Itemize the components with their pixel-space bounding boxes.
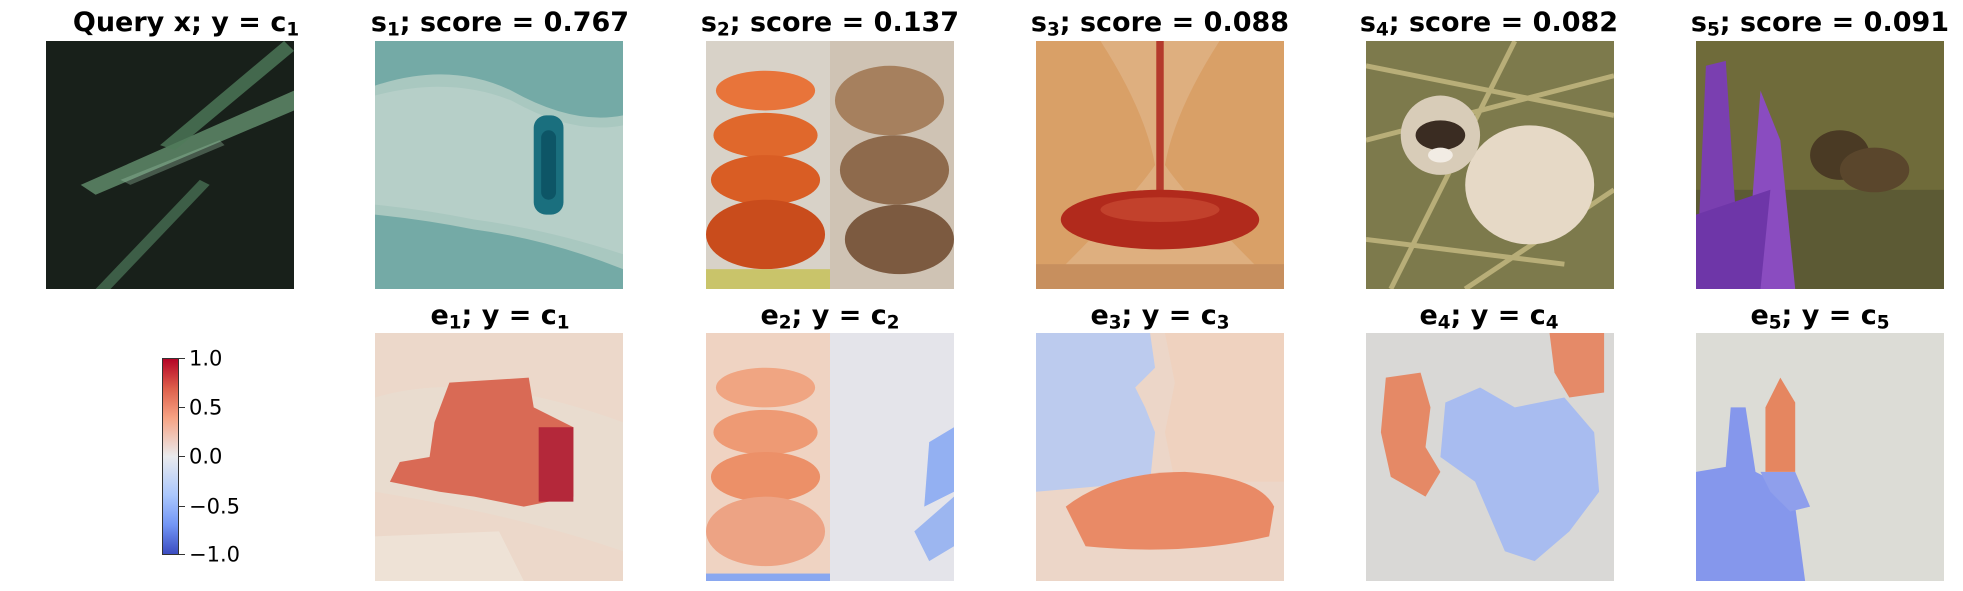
similar-1-title: s1; score = 0.767 xyxy=(370,7,630,41)
explanation-5-title: e5; y = c5 xyxy=(1750,300,1890,334)
colorbar-tick-label: −1.0 xyxy=(189,542,240,567)
colorbar-tick xyxy=(179,456,185,457)
similar-2-title: s2; score = 0.137 xyxy=(700,7,960,41)
similar-3-title: s3; score = 0.088 xyxy=(1030,7,1290,41)
similar-2-image xyxy=(706,41,954,289)
explanation-2-heatmap xyxy=(706,333,954,581)
colorbar-tick-label: −0.5 xyxy=(189,494,240,519)
explanation-3-heatmap xyxy=(1036,333,1284,581)
explanation-1-title: e1; y = c1 xyxy=(430,300,570,334)
colorbar-tick xyxy=(179,506,185,507)
similar-1-image xyxy=(375,41,623,289)
similar-5-title: s5; score = 0.091 xyxy=(1690,7,1950,41)
similar-4-title: s4; score = 0.082 xyxy=(1359,7,1619,41)
explanation-1-heatmap xyxy=(375,333,623,581)
colorbar-tick xyxy=(179,554,185,555)
colorbar-tick-label: 0.5 xyxy=(189,395,223,420)
colorbar-tick-label: 1.0 xyxy=(189,346,223,371)
similar-5-image xyxy=(1696,41,1944,289)
query-title: Query x; y = c1 xyxy=(72,7,300,41)
colorbar-tick xyxy=(179,358,185,359)
colorbar-tick xyxy=(179,407,185,408)
query-image xyxy=(46,41,294,289)
colorbar-tick-label: 0.0 xyxy=(189,444,223,469)
explanation-4-title: e4; y = c4 xyxy=(1419,300,1559,334)
explanation-2-title: e2; y = c2 xyxy=(760,300,900,334)
explanation-5-heatmap xyxy=(1696,333,1944,581)
colorbar xyxy=(162,358,179,555)
explanation-4-heatmap xyxy=(1366,333,1614,581)
similar-3-image xyxy=(1036,41,1284,289)
similar-4-image xyxy=(1366,41,1614,289)
explanation-3-title: e3; y = c3 xyxy=(1090,300,1230,334)
